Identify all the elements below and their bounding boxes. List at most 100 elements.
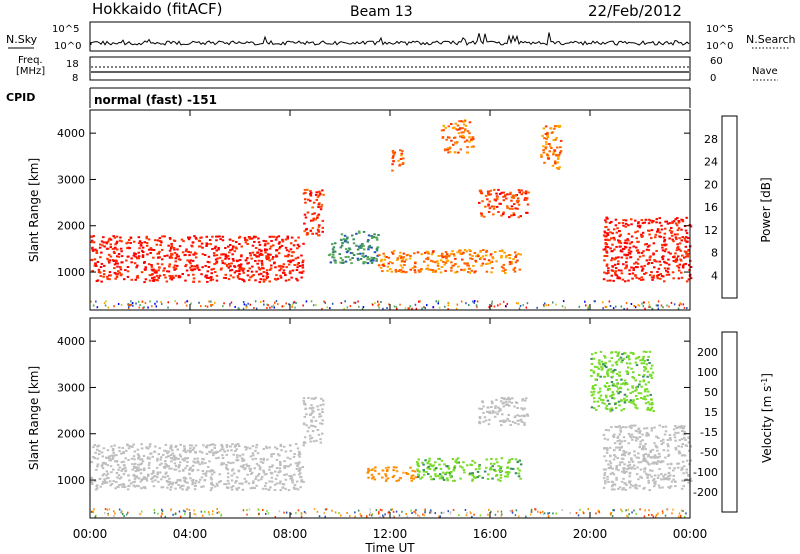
echo-cell [599, 398, 603, 401]
echo-cell [417, 465, 421, 468]
echo-cell [603, 259, 606, 262]
noise-cell [305, 300, 308, 303]
velocity-colorbar-tick-label: -50 [700, 446, 718, 459]
echo-cell [392, 469, 395, 472]
echo-cell [636, 466, 639, 469]
echo-cell [687, 249, 690, 252]
echo-cell [144, 487, 147, 490]
noise-cell [313, 304, 315, 307]
echo-cell [656, 449, 659, 452]
echo-cell [159, 471, 162, 474]
echo-cell [624, 225, 627, 228]
echo-cell [132, 254, 135, 257]
echo-cell [621, 461, 624, 464]
echo-cell [273, 489, 277, 491]
echo-cell [251, 454, 255, 457]
echo-cell [362, 261, 366, 264]
echo-cell [286, 235, 289, 238]
echo-cell [179, 455, 182, 458]
echo-cell [678, 269, 681, 272]
echo-cell [606, 449, 609, 452]
echo-cell [484, 419, 488, 422]
echo-cell [674, 439, 677, 442]
echo-cell [645, 243, 648, 245]
echo-cell [458, 120, 461, 123]
echo-cell [487, 190, 491, 193]
echo-cell [638, 255, 642, 258]
echo-cell [621, 488, 624, 491]
echo-cell [604, 482, 607, 485]
echo-cell [471, 479, 474, 482]
echo-cell [623, 467, 626, 470]
echo-cell [351, 234, 354, 237]
echo-cell [279, 445, 283, 447]
echo-cell [142, 486, 145, 489]
echo-cell [207, 277, 210, 279]
echo-cell [184, 253, 187, 256]
echo-cell [392, 153, 396, 156]
echo-cell [182, 449, 185, 452]
noise-cell [418, 300, 420, 303]
noise-cell [378, 306, 380, 309]
echo-cell [656, 277, 660, 280]
echo-cell [259, 458, 263, 460]
echo-cell [617, 269, 621, 272]
echo-cell [183, 479, 186, 482]
echo-cell [668, 222, 671, 225]
echo-cell [157, 276, 160, 279]
noise-cell [552, 512, 554, 515]
echo-cell [93, 258, 97, 261]
echo-cell [352, 254, 356, 256]
echo-cell [265, 473, 268, 476]
echo-cell [296, 256, 300, 259]
echo-cell [213, 444, 217, 447]
echo-cell [486, 262, 489, 265]
echo-cell [375, 247, 379, 250]
noise-cell [465, 302, 467, 305]
echo-cell [666, 449, 670, 452]
echo-cell [492, 207, 496, 210]
echo-cell [505, 254, 508, 257]
echo-cell [95, 280, 99, 283]
noise-cell [472, 300, 474, 303]
echo-cell [258, 248, 261, 251]
noise-cell [153, 511, 156, 514]
echo-cell [639, 443, 642, 446]
echo-cell [238, 482, 241, 485]
echo-cell [662, 449, 666, 452]
noise-cell [519, 304, 522, 307]
echo-cell [615, 245, 618, 248]
echo-cell [168, 263, 171, 266]
echo-cell [642, 458, 645, 461]
echo-cell [141, 477, 144, 480]
echo-cell [238, 277, 241, 280]
echo-cell [510, 260, 513, 263]
echo-cell [520, 420, 524, 423]
echo-cell [202, 485, 205, 488]
echo-cell [100, 280, 103, 283]
echo-cell [125, 242, 128, 245]
echo-cell [156, 473, 159, 476]
echo-cell [615, 385, 618, 388]
noise-cell [331, 509, 333, 512]
echo-cell [152, 278, 156, 281]
echo-cell [645, 351, 648, 353]
echo-cell [104, 462, 107, 465]
echo-cell [499, 476, 503, 479]
echo-cell [450, 269, 453, 272]
noise-cell [612, 307, 615, 310]
echo-cell [257, 472, 261, 475]
echo-cell [458, 249, 461, 252]
noise-cell [122, 513, 124, 515]
echo-cell [212, 454, 215, 457]
noise-cell [294, 306, 296, 309]
echo-cell [169, 277, 172, 280]
echo-cell [253, 253, 256, 256]
echo-cell [116, 248, 119, 251]
noise-cell [648, 301, 650, 304]
echo-cell [118, 477, 122, 480]
noise-cell [167, 306, 169, 309]
noise-cell [104, 508, 107, 510]
echo-cell [223, 262, 227, 265]
echo-cell [206, 260, 210, 263]
